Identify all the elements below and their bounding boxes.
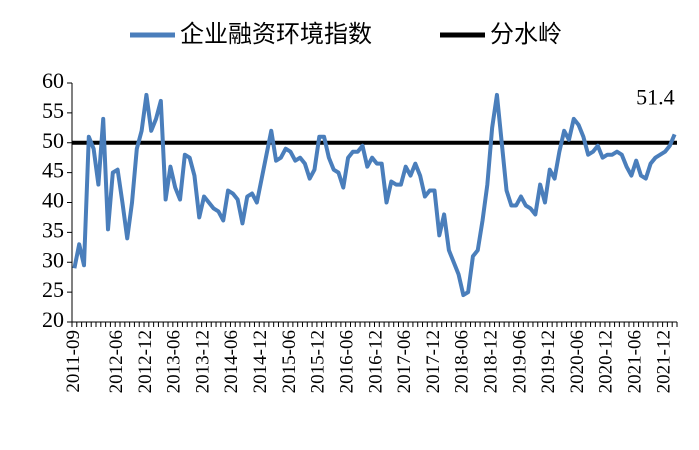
x-tick-label: 2014-12 [250,330,271,393]
x-tick-label: 2020-06 [567,330,588,393]
x-tick-label: 2017-12 [423,330,444,393]
x-tick-label: 2018-12 [480,330,501,393]
y-tick-label: 50 [42,128,64,153]
x-tick-label: 2019-06 [509,330,530,393]
x-tick-label: 2018-06 [452,330,473,393]
x-tick-label: 2021-06 [625,330,646,393]
legend-label: 分水岭 [490,20,562,48]
legend-label: 企业融资环境指数 [180,20,372,48]
y-tick-label: 55 [42,98,64,123]
x-tick-label: 2015-12 [308,330,329,393]
x-tick-label: 2011-09 [63,330,84,393]
y-tick-label: 25 [42,277,64,302]
x-tick-label: 2019-12 [538,330,559,393]
x-tick-label: 2021-12 [653,330,674,393]
x-tick-label: 2013-06 [164,330,185,393]
y-tick-label: 35 [42,217,64,242]
y-tick-label: 20 [42,307,64,332]
series-line [72,92,677,298]
y-tick-label: 40 [42,188,64,213]
x-tick-label: 2016-12 [365,330,386,393]
x-tick-label: 2012-06 [106,330,127,393]
y-tick-label: 30 [42,247,64,272]
x-tick-label: 2017-06 [394,330,415,393]
x-tick-label: 2015-06 [279,330,300,393]
x-tick-label: 2013-12 [192,330,213,393]
x-tick-label: 2020-12 [596,330,617,393]
x-tick-label: 2012-12 [135,330,156,393]
x-tick-label: 2016-06 [336,330,357,393]
y-tick-label: 45 [42,158,64,183]
y-tick-label: 60 [42,68,64,93]
x-tick-label: 2014-06 [221,330,242,393]
data-label: 51.4 [636,84,675,109]
